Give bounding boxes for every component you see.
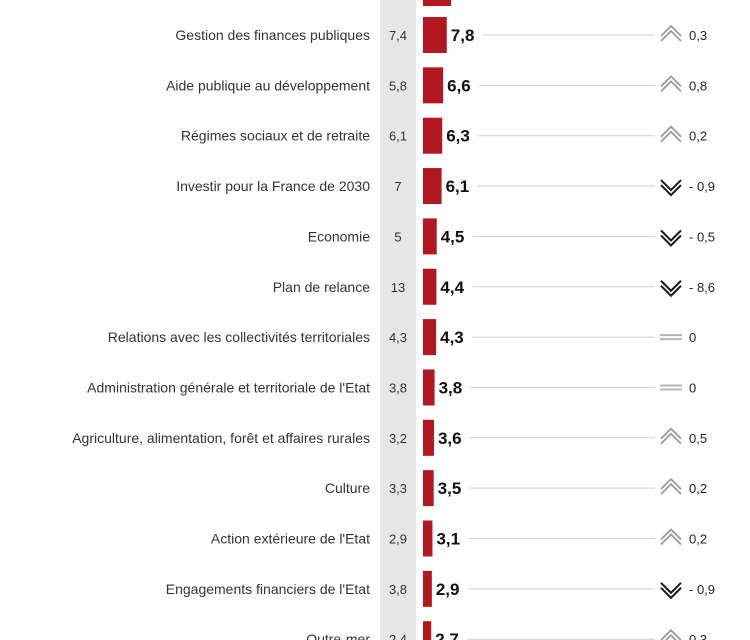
previous-value-label: 6,1 [389,129,407,144]
value-label: 4,3 [440,328,464,347]
bar [423,319,437,356]
value-label: 3,6 [438,429,462,448]
bar [423,218,437,255]
previous-value-label: 7,4 [389,28,407,43]
value-label: 7,8 [451,26,475,45]
previous-value-label: 3,8 [389,380,407,395]
change-label: 0,2 [689,481,707,496]
bar [423,570,432,607]
chart-rows: Gestion des finances publiques 7,4 7,8 0,3 A… [72,17,715,640]
previous-value-label: 7 [394,179,401,194]
category-label: Engagements financiers de l'Etat [166,581,370,597]
category-label: Gestion des finances publiques [175,27,370,43]
arrow-up-icon [660,528,682,546]
value-label: 4,4 [440,278,464,297]
previous-value-label: 2,4 [389,632,407,640]
change-label: - 0,9 [689,179,715,194]
change-label: - 0,9 [689,582,715,597]
change-label: 0,2 [689,532,707,547]
arrow-down-icon [660,229,682,247]
category-label: Culture [325,480,370,496]
bar [423,117,443,154]
arrow-down-icon [660,582,682,600]
previous-value-label: 2,9 [389,532,407,547]
bar [423,419,434,456]
category-label: Aide publique au développement [166,77,370,93]
category-label: Administration générale et territoriale … [87,379,370,395]
change-label: 0,3 [689,632,707,640]
category-label: Régimes sociaux et de retraite [181,128,370,144]
change-label: 0,3 [689,28,707,43]
value-label: 3,8 [439,378,463,397]
arrow-up-icon [660,125,682,143]
bar [423,621,432,640]
cut-off-bar-top [423,0,451,6]
previous-value-label: 3,8 [389,582,407,597]
change-label: - 8,6 [689,280,715,295]
change-label: 0 [689,330,696,345]
previous-value-label: 5 [394,229,401,244]
previous-value-label: 4,3 [389,330,407,345]
arrow-down-icon [660,179,682,197]
value-label: 3,1 [436,530,460,549]
bar [423,520,433,557]
bar [423,17,447,53]
previous-value-label: 3,3 [389,481,407,496]
arrow-up-icon [660,24,682,42]
arrow-up-icon [660,628,682,640]
change-label: 0,2 [689,129,707,144]
value-label: 2,9 [436,580,460,599]
bar [423,470,434,507]
bar [423,67,444,104]
category-label: Economie [308,228,370,244]
arrow-up-icon [660,75,682,92]
change-label: 0 [689,380,696,395]
previous-value-label: 3,2 [389,431,407,446]
value-label: 4,5 [441,227,465,246]
value-label: 6,3 [446,127,470,146]
category-label: Action extérieure de l'Etat [211,531,370,547]
change-label: - 0,5 [689,229,715,244]
category-label: Outre-mer [306,631,370,640]
change-label: 0,8 [689,78,707,93]
bar [423,168,442,205]
arrow-down-icon [660,280,682,298]
category-label: Plan de relance [273,279,371,295]
previous-year-column-background [380,0,416,640]
value-label: 6,1 [446,177,470,196]
category-label: Relations avec les collectivités territo… [108,329,370,345]
arrow-up-icon [660,427,682,445]
category-label: Agriculture, alimentation, forêt et affa… [72,430,370,446]
value-label: 3,5 [438,479,462,498]
bar [423,268,437,305]
equal-icon [660,384,682,391]
change-label: 0,5 [689,431,707,446]
previous-value-label: 13 [391,280,405,295]
value-label: 2,7 [435,630,459,640]
category-label: Investir pour la France de 2030 [176,178,370,194]
arrow-up-icon [660,477,682,495]
bar [423,369,435,406]
value-label: 6,6 [447,76,471,95]
equal-icon [660,334,682,341]
previous-value-label: 5,8 [389,78,407,93]
